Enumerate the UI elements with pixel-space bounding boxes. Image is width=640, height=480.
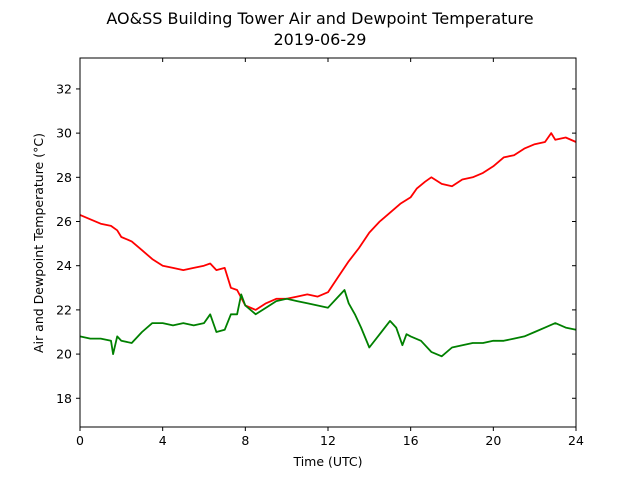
y-tick-label-24: 24 — [56, 258, 72, 273]
x-tick-label-4: 4 — [159, 433, 167, 448]
x-tick-label-8: 8 — [241, 433, 249, 448]
plot-area — [80, 58, 576, 427]
y-tick-label-28: 28 — [56, 170, 72, 185]
series-layer — [79, 132, 577, 358]
series-line-1 — [79, 132, 577, 311]
chart-title: AO&SS Building Tower Air and Dewpoint Te… — [106, 9, 533, 28]
x-tick-label-12: 12 — [320, 433, 336, 448]
x-tick-label-20: 20 — [485, 433, 501, 448]
y-tick-label-30: 30 — [56, 126, 72, 141]
tick-layer: 0 4 8 12 16 20 24 18 20 22 24 26 28 30 32 — [56, 58, 584, 448]
x-tick-label-0: 0 — [76, 433, 84, 448]
x-tick-label-16: 16 — [403, 433, 419, 448]
plot-frame — [79, 57, 577, 428]
y-tick-label-18: 18 — [56, 391, 72, 406]
y-tick-label-22: 22 — [56, 302, 72, 317]
x-tick-label-24: 24 — [568, 433, 584, 448]
chart-subtitle: 2019-06-29 — [274, 30, 367, 49]
y-tick-label-32: 32 — [56, 81, 72, 96]
y-axis-label: Air and Dewpoint Temperature (°C) — [31, 133, 46, 353]
y-tick-label-26: 26 — [56, 214, 72, 229]
y-tick-label-20: 20 — [56, 347, 72, 362]
series-line-2 — [79, 289, 577, 358]
x-axis-label: Time (UTC) — [292, 454, 362, 469]
